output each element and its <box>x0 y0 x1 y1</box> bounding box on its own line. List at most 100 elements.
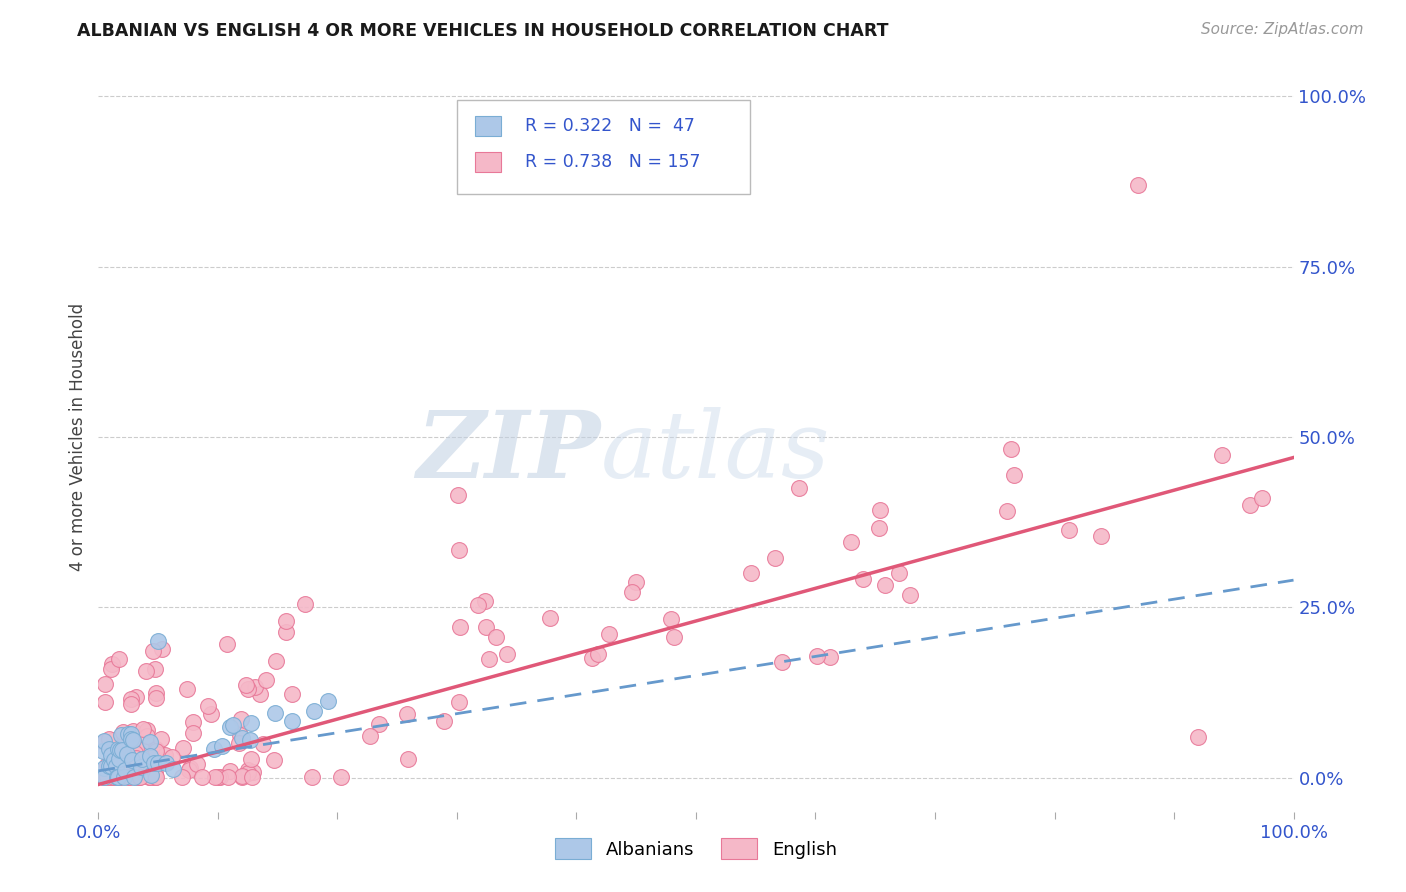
Point <box>136 723 159 738</box>
Point <box>132 723 155 737</box>
Point <box>181 725 204 739</box>
Point <box>98 759 121 773</box>
Point <box>155 756 177 771</box>
Point <box>131 743 153 757</box>
Point <box>100 770 122 784</box>
Point <box>229 728 252 742</box>
Point <box>103 732 125 747</box>
Point <box>93 761 115 775</box>
Point <box>787 482 810 496</box>
Text: ALBANIAN VS ENGLISH 4 OR MORE VEHICLES IN HOUSEHOLD CORRELATION CHART: ALBANIAN VS ENGLISH 4 OR MORE VEHICLES I… <box>77 22 889 40</box>
Point <box>142 643 165 657</box>
Point <box>93 735 115 749</box>
Point <box>143 756 166 770</box>
Point <box>148 756 170 771</box>
Text: Source: ZipAtlas.com: Source: ZipAtlas.com <box>1201 22 1364 37</box>
Point <box>449 542 471 557</box>
Point <box>110 728 132 742</box>
Point <box>581 651 603 665</box>
Point <box>235 678 257 692</box>
Point <box>131 752 153 766</box>
Point <box>217 637 239 651</box>
Point <box>239 751 262 765</box>
Point <box>449 695 471 709</box>
Point <box>396 706 419 721</box>
Point <box>145 742 167 756</box>
Point <box>818 649 841 664</box>
Point <box>249 687 271 701</box>
Point <box>598 626 620 640</box>
Point <box>1239 499 1261 513</box>
Point <box>172 740 194 755</box>
Point <box>485 630 508 644</box>
Point <box>207 770 229 784</box>
Point <box>129 760 152 774</box>
Point <box>100 759 122 773</box>
Point <box>243 680 266 694</box>
Point <box>231 731 253 746</box>
Point <box>150 641 173 656</box>
Point <box>111 724 134 739</box>
Point <box>1211 448 1233 462</box>
Point <box>98 770 121 784</box>
Point <box>108 742 131 756</box>
Point <box>806 648 828 663</box>
Point <box>368 716 391 731</box>
Point <box>329 770 352 784</box>
Point <box>231 769 253 783</box>
Point <box>852 572 875 586</box>
Point <box>125 750 148 764</box>
Point <box>94 770 117 784</box>
Point <box>138 770 160 784</box>
Point <box>898 588 921 602</box>
Point <box>141 768 163 782</box>
Point <box>136 729 159 743</box>
Point <box>153 747 176 762</box>
Point <box>125 768 148 782</box>
Point <box>496 647 519 661</box>
Point <box>1002 468 1025 483</box>
Point <box>186 756 208 771</box>
Point <box>135 758 157 772</box>
Point <box>105 770 128 784</box>
Point <box>91 770 114 784</box>
Point <box>538 611 561 625</box>
Point <box>586 647 609 661</box>
Point <box>217 770 239 784</box>
Point <box>763 550 786 565</box>
Point <box>138 770 160 784</box>
Point <box>740 566 762 580</box>
Point <box>120 731 142 745</box>
Point <box>240 715 263 730</box>
Point <box>841 534 863 549</box>
Point <box>433 714 456 728</box>
Point <box>659 612 682 626</box>
Point <box>236 766 259 780</box>
Point <box>868 521 890 535</box>
Point <box>219 764 242 779</box>
Point <box>93 734 115 748</box>
Point <box>105 768 128 782</box>
Point <box>200 707 222 722</box>
Point <box>107 770 129 784</box>
Point <box>124 746 146 760</box>
Point <box>112 770 135 784</box>
Point <box>1251 491 1274 506</box>
Point <box>264 653 287 667</box>
Point <box>110 747 132 762</box>
Point <box>149 753 172 767</box>
Point <box>120 727 142 741</box>
Point <box>202 742 225 756</box>
Point <box>124 690 146 704</box>
Point <box>662 630 685 644</box>
FancyBboxPatch shape <box>457 100 749 194</box>
Point <box>1128 178 1150 192</box>
Point <box>143 770 166 784</box>
Point <box>101 765 124 780</box>
Text: R = 0.322   N =  47: R = 0.322 N = 47 <box>524 117 695 135</box>
Point <box>869 503 891 517</box>
Point <box>120 697 142 711</box>
Point <box>294 597 316 611</box>
Point <box>875 578 897 592</box>
Point <box>176 681 198 696</box>
